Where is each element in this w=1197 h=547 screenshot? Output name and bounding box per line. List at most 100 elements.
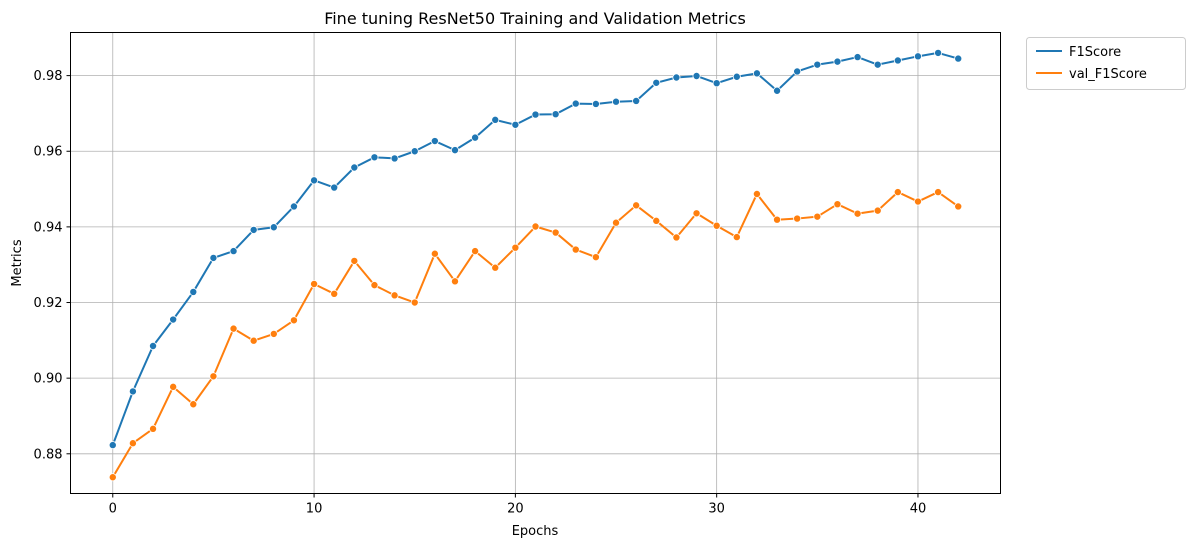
- data-point-f1score: [833, 57, 842, 66]
- data-point-val-f1score: [189, 400, 198, 409]
- data-point-f1score: [169, 315, 178, 324]
- data-point-val-f1score: [269, 329, 278, 338]
- data-point-val-f1score: [773, 215, 782, 224]
- data-point-f1score: [813, 60, 822, 69]
- data-point-f1score: [511, 120, 520, 129]
- data-point-val-f1score: [249, 336, 258, 345]
- data-point-f1score: [732, 72, 741, 81]
- data-point-f1score: [310, 176, 319, 185]
- data-point-val-f1score: [531, 222, 540, 231]
- x-axis-label: Epochs: [512, 524, 559, 539]
- data-point-f1score: [893, 56, 902, 65]
- y-tick-label: 0.94: [34, 220, 63, 235]
- data-point-val-f1score: [450, 277, 459, 286]
- data-point-f1score: [430, 137, 439, 146]
- data-point-f1score: [229, 247, 238, 256]
- data-point-f1score: [773, 86, 782, 95]
- data-point-f1score: [752, 69, 761, 78]
- data-point-val-f1score: [289, 316, 298, 325]
- data-point-val-f1score: [350, 256, 359, 265]
- legend-box: [1026, 37, 1186, 90]
- data-point-val-f1score: [551, 228, 560, 237]
- data-point-val-f1score: [793, 214, 802, 223]
- plot-area-frame: [70, 32, 1001, 494]
- y-tick-label: 0.96: [34, 145, 63, 160]
- chart-title: Fine tuning ResNet50 Training and Valida…: [324, 9, 746, 28]
- data-point-val-f1score: [934, 188, 943, 197]
- data-point-val-f1score: [471, 247, 480, 256]
- data-point-f1score: [712, 79, 721, 88]
- data-point-val-f1score: [108, 473, 117, 482]
- data-point-val-f1score: [732, 233, 741, 242]
- data-point-f1score: [913, 52, 922, 61]
- data-point-f1score: [571, 99, 580, 108]
- data-point-val-f1score: [652, 216, 661, 225]
- data-point-val-f1score: [169, 382, 178, 391]
- data-point-val-f1score: [672, 233, 681, 242]
- data-point-f1score: [652, 78, 661, 87]
- series-val-f1score: [108, 188, 963, 482]
- x-tick-label: 10: [306, 502, 323, 517]
- data-point-val-f1score: [491, 263, 500, 272]
- data-point-f1score: [692, 71, 701, 80]
- data-point-val-f1score: [813, 212, 822, 221]
- data-point-val-f1score: [571, 245, 580, 254]
- data-point-val-f1score: [430, 249, 439, 258]
- x-tick-label: 30: [708, 502, 725, 517]
- data-point-f1score: [390, 154, 399, 163]
- data-point-val-f1score: [229, 324, 238, 333]
- data-point-f1score: [531, 110, 540, 119]
- data-point-val-f1score: [853, 209, 862, 218]
- data-point-val-f1score: [591, 253, 600, 262]
- data-point-f1score: [350, 163, 359, 172]
- data-point-f1score: [289, 202, 298, 211]
- x-axis-ticks: 0 10 20 30 40: [109, 493, 927, 517]
- y-tick-label: 0.92: [34, 296, 63, 311]
- data-point-f1score: [370, 153, 379, 162]
- series-f1score: [108, 48, 963, 450]
- data-point-val-f1score: [149, 424, 158, 433]
- data-point-f1score: [672, 73, 681, 82]
- data-point-val-f1score: [410, 298, 419, 307]
- data-point-f1score: [108, 441, 117, 450]
- legend-label-f1score: F1Score: [1069, 45, 1121, 60]
- legend: F1Score val_F1Score: [1026, 37, 1186, 90]
- data-point-val-f1score: [128, 439, 137, 448]
- y-tick-label: 0.88: [34, 447, 63, 462]
- data-point-f1score: [934, 48, 943, 57]
- data-point-val-f1score: [330, 289, 339, 298]
- data-point-val-f1score: [390, 291, 399, 300]
- data-point-val-f1score: [209, 372, 218, 381]
- data-point-f1score: [873, 60, 882, 69]
- x-tick-label: 40: [910, 502, 927, 517]
- data-point-f1score: [149, 342, 158, 351]
- data-point-f1score: [491, 115, 500, 124]
- data-point-f1score: [612, 97, 621, 106]
- data-point-f1score: [249, 225, 258, 234]
- data-point-f1score: [591, 99, 600, 108]
- data-point-val-f1score: [692, 209, 701, 218]
- y-axis-label: Metrics: [10, 239, 25, 286]
- data-point-f1score: [450, 146, 459, 155]
- y-tick-label: 0.98: [34, 69, 63, 84]
- x-tick-label: 0: [109, 502, 117, 517]
- data-point-f1score: [128, 387, 137, 396]
- data-point-val-f1score: [752, 189, 761, 198]
- data-point-f1score: [853, 53, 862, 62]
- data-point-val-f1score: [612, 218, 621, 227]
- data-point-val-f1score: [954, 202, 963, 211]
- plot-series: [108, 48, 963, 482]
- data-point-f1score: [471, 133, 480, 142]
- data-point-f1score: [632, 96, 641, 105]
- data-point-val-f1score: [833, 200, 842, 209]
- data-point-val-f1score: [893, 188, 902, 197]
- data-point-f1score: [330, 183, 339, 192]
- data-point-val-f1score: [632, 201, 641, 210]
- x-tick-label: 20: [507, 502, 524, 517]
- data-point-f1score: [209, 253, 218, 262]
- data-point-val-f1score: [370, 281, 379, 290]
- y-axis-ticks: 0.88 0.90 0.92 0.94 0.96 0.98: [34, 69, 71, 462]
- data-point-val-f1score: [712, 221, 721, 230]
